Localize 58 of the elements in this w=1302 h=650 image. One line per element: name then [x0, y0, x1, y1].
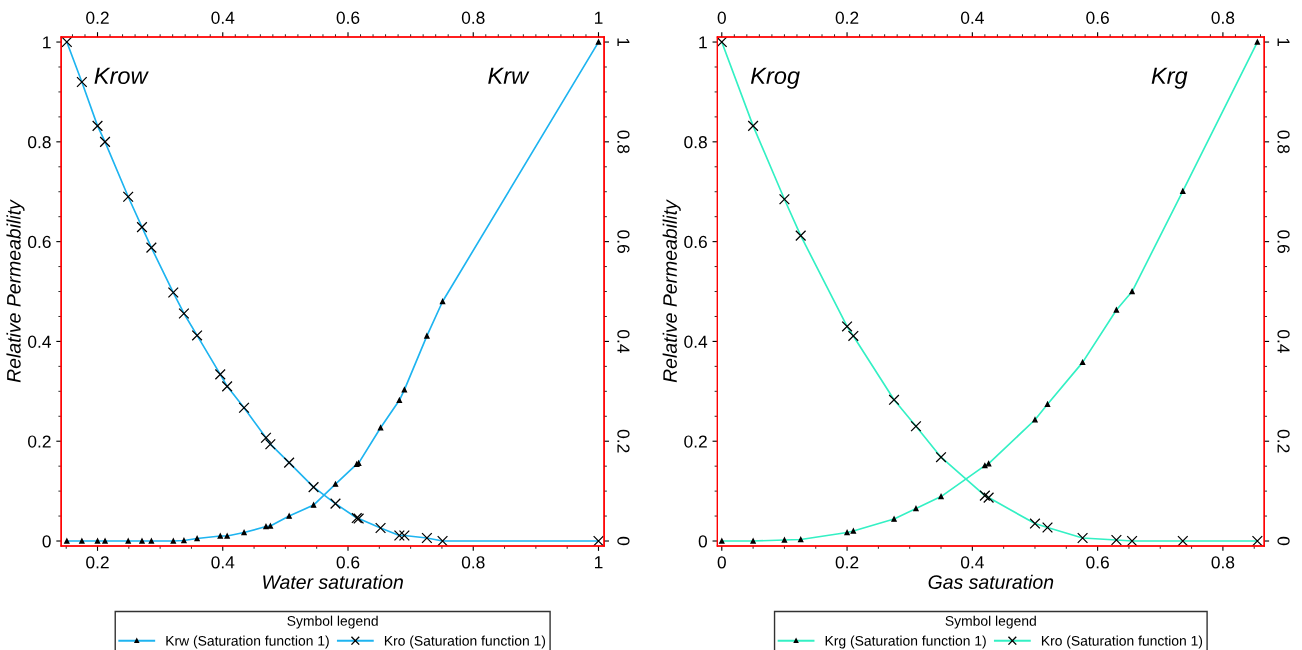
x-tick-label: 0.4: [960, 556, 984, 569]
x-axis-title: Water saturation: [263, 574, 403, 589]
y2-tick-label: 0: [617, 536, 630, 546]
legend-title: Symbol legend: [945, 615, 1036, 629]
y2-tick-label: 0.2: [1277, 429, 1290, 453]
x-tick-label: 0.8: [461, 556, 485, 569]
x-tick-label: 0.8: [1211, 556, 1235, 569]
y-tick-label: 0.2: [684, 435, 707, 448]
y-tick-label: 0: [698, 535, 707, 548]
y2-tick-label: 0.2: [617, 429, 630, 453]
annotation: Krg: [1151, 67, 1188, 89]
x2-tick-label: 0.6: [336, 11, 360, 24]
y2-tick-label: 0: [1277, 536, 1290, 546]
y2-tick-label: 1: [1277, 38, 1290, 47]
y-tick-label: 0.6: [684, 235, 707, 249]
y2-tick-label: 1: [617, 38, 630, 47]
x2-tick-label: 0: [717, 11, 726, 24]
legend-label: Kro (Saturation function 1): [384, 635, 546, 649]
y-axis-title: Relative Permeability: [662, 199, 681, 383]
x-tick-label: 0: [717, 556, 726, 569]
x-axis-title: Gas saturation: [928, 574, 1054, 589]
y2-tick-label: 0.8: [1277, 130, 1290, 154]
y-tick-label: 0.4: [28, 335, 51, 348]
legend-title: Symbol legend: [287, 615, 378, 629]
x-tick-label: 0.4: [211, 556, 235, 569]
annotation: Krow: [94, 67, 149, 85]
x-tick-label: 1: [594, 556, 603, 569]
annotation: Krw: [488, 67, 530, 84]
x-tick-label: 0.2: [835, 556, 859, 569]
x2-tick-label: 1: [594, 11, 603, 24]
y2-tick-label: 0.6: [617, 230, 630, 253]
x2-tick-label: 0.2: [835, 11, 859, 24]
y-tick-label: 0.6: [28, 235, 51, 249]
y-axis-title: Relative Permeability: [6, 199, 25, 383]
legend-label: Kro (Saturation function 1): [1041, 635, 1203, 649]
y-tick-label: 0.8: [684, 136, 707, 149]
x-tick-label: 0.6: [336, 556, 360, 569]
x2-tick-label: 0.4: [211, 11, 235, 24]
x2-tick-label: 0.6: [1086, 11, 1109, 24]
legend-label: Krg (Saturation function 1): [825, 635, 986, 649]
y2-tick-label: 0.4: [1277, 330, 1290, 353]
y-tick-label: 1: [699, 36, 707, 49]
y2-tick-label: 0.8: [617, 130, 630, 154]
x2-tick-label: 0.2: [86, 11, 109, 24]
y2-tick-label: 0.6: [1277, 230, 1290, 253]
y-tick-label: 0.8: [28, 136, 51, 149]
x2-tick-label: 0.4: [960, 11, 984, 24]
y-tick-label: 0.4: [684, 335, 708, 348]
x-tick-label: 0.2: [86, 556, 109, 569]
x2-tick-label: 0.8: [461, 11, 485, 24]
annotation: Krog: [750, 67, 800, 89]
legend-label: Krw (Saturation function 1): [166, 635, 329, 649]
y2-tick-label: 0.4: [617, 330, 630, 353]
y-tick-label: 0.2: [28, 435, 51, 448]
x-tick-label: 0.6: [1086, 556, 1109, 569]
y-tick-label: 0: [42, 535, 51, 548]
x2-tick-label: 0.8: [1211, 11, 1235, 24]
y-tick-label: 1: [43, 36, 51, 49]
